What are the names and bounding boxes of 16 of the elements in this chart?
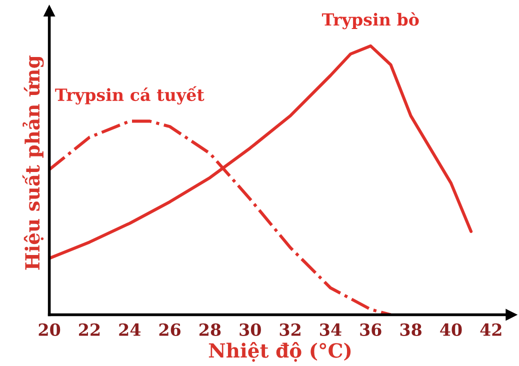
x-tick-label: 32 (280, 323, 300, 336)
series-label: Trypsin cá tuyết (55, 86, 204, 105)
x-tick-label: 22 (78, 323, 100, 336)
x-tick-label: 30 (240, 323, 261, 336)
x-tick-label: 20 (38, 323, 60, 336)
series-label: Trypsin bò (322, 12, 419, 30)
x-axis-title: Nhiệt độ (°C) (208, 342, 351, 362)
x-tick-label: 36 (360, 323, 382, 336)
x-tick-label: 24 (119, 323, 141, 336)
y-axis-title: Hiệu suất phản ứng (22, 56, 44, 270)
x-tick-label: 28 (199, 323, 221, 336)
x-tick-label: 34 (320, 323, 342, 336)
x-tick-label: 40 (440, 323, 462, 336)
x-tick-label: 38 (400, 323, 422, 336)
x-tick-label: 42 (480, 323, 502, 336)
x-tick-label: 26 (159, 323, 181, 336)
